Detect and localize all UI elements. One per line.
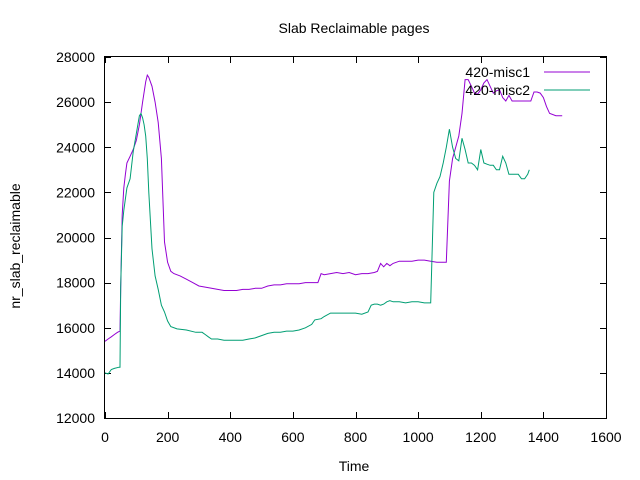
y-axis-label: nr_slab_reclaimable [7, 183, 23, 309]
y-axis-label-group: nr_slab_reclaimable [7, 183, 23, 309]
x-tick-label: 1000 [403, 429, 434, 445]
legend: 420-misc1 420-misc2 [465, 64, 590, 98]
y-tick-label: 12000 [56, 410, 95, 426]
x-tick-label: 600 [281, 429, 305, 445]
x-tick-label: 1200 [465, 429, 496, 445]
chart-title: Slab Reclaimable pages [279, 20, 430, 36]
x-tick-label: 1600 [590, 429, 621, 445]
y-tick-label: 16000 [56, 320, 95, 336]
x-tick-label: 400 [219, 429, 243, 445]
y-tick-label: 22000 [56, 184, 95, 200]
y-tick-label: 26000 [56, 94, 95, 110]
x-axis-label: Time [339, 458, 370, 474]
plot-frame [104, 56, 607, 419]
x-tick-label: 0 [101, 429, 109, 445]
series-lines [104, 73, 563, 375]
legend-label: 420-misc2 [465, 82, 530, 98]
series-line-420-misc1 [104, 73, 563, 342]
x-tick-label: 1400 [528, 429, 559, 445]
x-axis-ticks: 0 200 400 600 800 1000 1200 1400 1600 [101, 57, 622, 445]
y-tick-label: 28000 [56, 49, 95, 65]
y-axis-ticks: 12000 14000 16000 18000 20000 22000 24000 26000… [56, 49, 606, 426]
legend-label: 420-misc1 [465, 64, 530, 80]
y-tick-label: 20000 [56, 230, 95, 246]
x-tick-label: 800 [344, 429, 368, 445]
y-tick-label: 24000 [56, 139, 95, 155]
y-tick-label: 14000 [56, 365, 95, 381]
x-tick-label: 200 [156, 429, 180, 445]
y-tick-label: 18000 [56, 275, 95, 291]
series-line-420-misc2 [104, 112, 530, 375]
